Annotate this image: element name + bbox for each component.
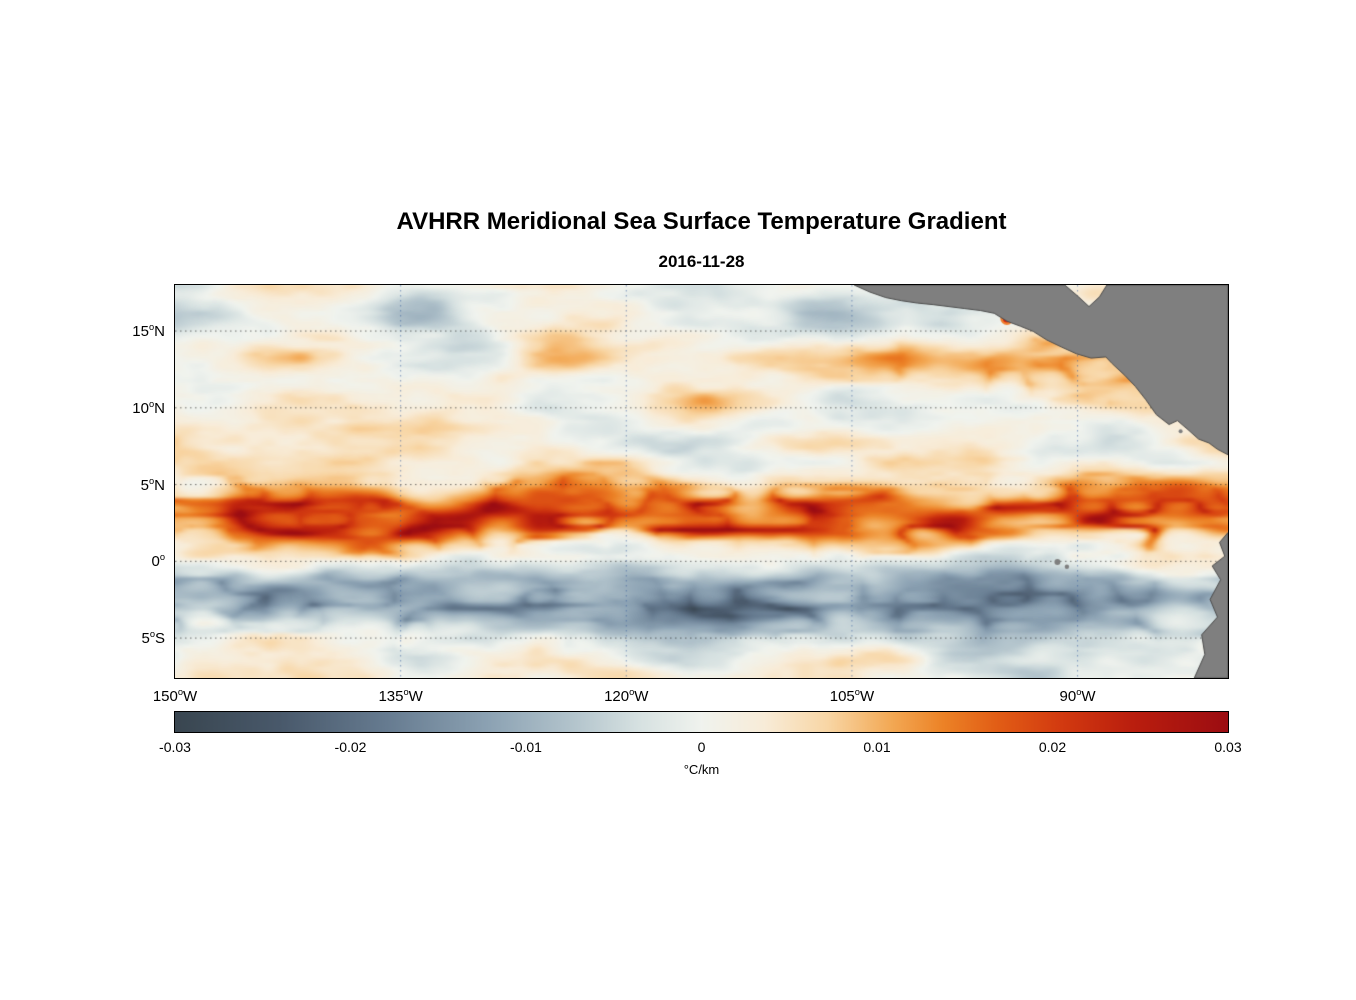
colorbar-units-label: °C/km bbox=[683, 762, 720, 777]
y-tick-label: 0o bbox=[151, 552, 165, 571]
y-tick-label: 5oN bbox=[140, 475, 165, 494]
chart-title: AVHRR Meridional Sea Surface Temperature… bbox=[396, 208, 1007, 235]
y-tick-label: 15oN bbox=[132, 322, 165, 341]
colorbar-tick-label: 0 bbox=[697, 739, 706, 755]
colorbar-canvas bbox=[174, 711, 1229, 733]
x-tick-label: 90oW bbox=[1059, 687, 1096, 705]
x-tick-label: 120oW bbox=[604, 687, 649, 705]
x-tick-label: 105oW bbox=[829, 687, 875, 705]
y-tick-label: 10oN bbox=[132, 398, 165, 417]
y-tick-label: 5oS bbox=[141, 629, 165, 648]
colorbar-tick-label: -0.03 bbox=[159, 739, 191, 755]
chart-date-subtitle: 2016-11-28 bbox=[658, 252, 745, 271]
x-tick-label: 150oW bbox=[152, 687, 198, 705]
colorbar-tick-label: 0.01 bbox=[863, 739, 891, 755]
colorbar-tick-label: 0.03 bbox=[1214, 739, 1242, 755]
colorbar-tick-label: 0.02 bbox=[1038, 739, 1067, 755]
sst-gradient-heatmap-canvas bbox=[174, 284, 1229, 679]
x-tick-label: 135oW bbox=[378, 687, 423, 705]
colorbar-tick-label: -0.01 bbox=[510, 739, 542, 755]
colorbar-tick-label: -0.02 bbox=[334, 739, 367, 755]
